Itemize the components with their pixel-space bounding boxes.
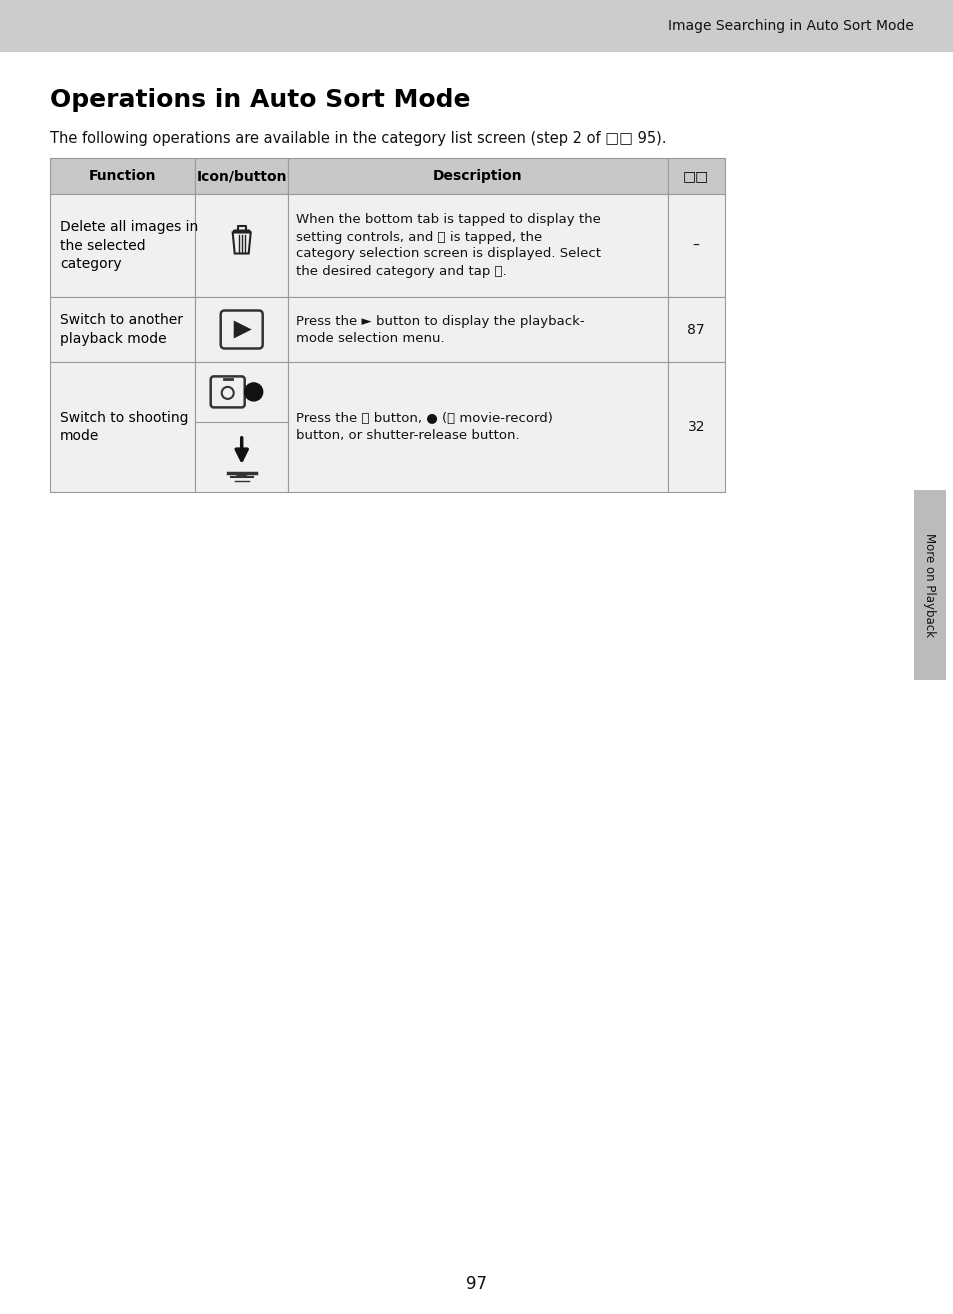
Text: More on Playback: More on Playback (923, 533, 936, 637)
Bar (667, 297, 724, 361)
Bar (667, 158, 724, 194)
Text: □□: □□ (682, 170, 709, 183)
Text: Press the Ⓕ button, ● (Ⓗ movie-record)
button, or shutter-release button.: Press the Ⓕ button, ● (Ⓗ movie-record) b… (296, 413, 553, 442)
Text: 97: 97 (466, 1275, 487, 1293)
Text: Switch to another
playback mode: Switch to another playback mode (60, 313, 183, 346)
Bar (50, 361, 195, 491)
Text: Press the ► button to display the playback-
mode selection menu.: Press the ► button to display the playba… (296, 314, 584, 344)
Text: Icon/button: Icon/button (196, 170, 287, 183)
Polygon shape (232, 230, 252, 233)
Bar (50, 158, 195, 194)
Bar (913, 490, 945, 681)
Text: Function: Function (89, 170, 156, 183)
Bar (195, 194, 288, 297)
Bar (195, 361, 288, 491)
Bar (50, 194, 195, 297)
Text: When the bottom tab is tapped to display the
setting controls, and Ⓖ is tapped, : When the bottom tab is tapped to display… (296, 213, 600, 277)
Text: Switch to shooting
mode: Switch to shooting mode (60, 410, 189, 444)
Text: Operations in Auto Sort Mode: Operations in Auto Sort Mode (50, 88, 470, 112)
Bar (195, 297, 288, 361)
Circle shape (244, 382, 262, 401)
Bar (0, 0, 953, 53)
Text: The following operations are available in the category list screen (step 2 of □□: The following operations are available i… (50, 130, 666, 146)
Text: Description: Description (433, 170, 522, 183)
Text: –: – (692, 239, 699, 252)
Text: 32: 32 (687, 420, 704, 434)
Text: Delete all images in
the selected
category: Delete all images in the selected catego… (60, 219, 198, 272)
Polygon shape (233, 321, 252, 339)
Text: Image Searching in Auto Sort Mode: Image Searching in Auto Sort Mode (667, 18, 913, 33)
Bar (667, 194, 724, 297)
Bar (288, 297, 667, 361)
Text: 87: 87 (687, 322, 704, 336)
Bar (667, 361, 724, 491)
Bar (50, 297, 195, 361)
Bar (288, 194, 667, 297)
Bar (288, 158, 667, 194)
Bar (195, 158, 288, 194)
Bar (288, 361, 667, 491)
